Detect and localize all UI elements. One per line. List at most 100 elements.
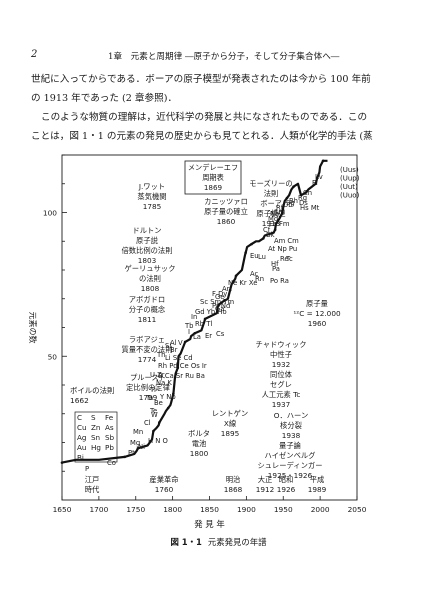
ancient-elements-box xyxy=(74,411,118,463)
body-line: 世紀に入ってからである．ボーアの原子模型が発表されたのは今から 100 年前 xyxy=(31,74,371,85)
x-axis-label: 発 見 年 xyxy=(194,519,224,529)
data-point xyxy=(315,176,319,180)
cannizzaro-annotation: 1860 xyxy=(217,217,236,226)
ancient-element-label: Cu xyxy=(77,423,87,432)
moseley-annotation: 原子模型 xyxy=(256,209,285,218)
body-line: の 1913 年であった (2 章参照)． xyxy=(31,93,178,104)
cannizzaro-annotation: カニッツァロ xyxy=(204,197,248,206)
moseley-annotation: 1913 xyxy=(262,219,281,228)
x-tick-label: 1700 xyxy=(89,505,108,514)
edo-era-label: 江戸 xyxy=(85,475,100,484)
avogadro-annotation: 1811 xyxy=(138,315,157,324)
element-symbol-label: Rg xyxy=(298,194,307,202)
industrial-revolution-annotation: 1760 xyxy=(155,485,174,494)
x-tick-label: 1750 xyxy=(126,505,145,514)
mendeleev-annotation: 1869 xyxy=(204,183,223,192)
element-symbol-label: Tb xyxy=(184,322,193,330)
element-symbol-label: I xyxy=(188,328,190,336)
element-symbol-label: Hs Mt xyxy=(300,204,320,212)
dalton-annotation: 原子説 xyxy=(136,236,158,245)
element-symbol-label: Th xyxy=(156,351,165,359)
quantum-annotation: 量子論 xyxy=(279,441,302,450)
ancient-element-label: Hg xyxy=(91,443,101,452)
quantum-annotation: シュレーディンガー xyxy=(257,461,322,470)
element-symbol-label: Sc Sm Tm xyxy=(200,298,234,306)
heisei-era-label: 1989 xyxy=(308,485,327,494)
element-symbol-label: Y Nb xyxy=(159,393,176,401)
ancient-element-label: Au xyxy=(77,443,86,452)
element-symbol-label: H N O xyxy=(148,437,168,445)
data-point xyxy=(193,331,197,335)
element-symbol-label: Ni xyxy=(138,443,145,451)
showa-era-label: 昭和 xyxy=(279,475,294,484)
element-symbol-label: Sg xyxy=(286,199,295,207)
watt-annotation: 1785 xyxy=(143,202,162,211)
meiji-era-label: 明治 xyxy=(226,475,241,484)
data-point xyxy=(304,191,308,194)
data-point xyxy=(60,461,64,464)
ancient-element-label: Sb xyxy=(105,433,115,442)
data-point xyxy=(123,455,126,459)
dalton-annotation: 1803 xyxy=(138,256,157,265)
element-symbol-label: Ds xyxy=(299,199,308,207)
ancient-element-label: Bi xyxy=(77,453,84,462)
running-head: 1章 元素と周期律 ―原子から分子，そして分子集合体へ― xyxy=(108,52,340,62)
proust-annotation: 定比例の定律 xyxy=(126,383,170,392)
proust-annotation: プルースト xyxy=(130,373,166,382)
unconfirmed-element-label: (Uup) xyxy=(340,175,360,183)
atomic-weight-annotation: 原子量 xyxy=(306,299,328,308)
ancient-element-label: Sn xyxy=(91,433,100,442)
element-symbol-label: Ga xyxy=(215,305,224,313)
data-point xyxy=(273,228,277,232)
moseley-annotation: 法則 xyxy=(264,189,279,198)
element-symbol-label: Cs xyxy=(216,330,225,338)
element-symbol-label: Te xyxy=(149,407,157,415)
data-point xyxy=(281,211,284,214)
element-symbol-label: No xyxy=(270,210,279,218)
atomic-weight-annotation: ¹²C = 12.000 xyxy=(293,309,341,318)
x-tick-label: 1950 xyxy=(274,505,293,514)
chadwick-annotation: 1932 xyxy=(272,360,291,369)
element-symbol-label: Ti xyxy=(149,386,156,394)
taisho-era-label: 1912 xyxy=(256,485,275,494)
data-point xyxy=(152,429,155,433)
element-symbol-label: Cn xyxy=(303,189,312,197)
ancient-element-label: S xyxy=(91,413,96,422)
chadwick-annotation: 同位体 xyxy=(270,370,293,379)
element-symbol-label: Ar xyxy=(222,285,230,293)
data-point xyxy=(176,366,180,370)
x-tick-label: 1900 xyxy=(237,505,256,514)
data-point xyxy=(172,392,175,395)
element-symbol-label: Mg xyxy=(130,439,140,447)
y-tick-label: 50 xyxy=(48,352,58,361)
lavoisier-annotation: 質量不変の法則 xyxy=(121,345,172,354)
chadwick-annotation: 中性子 xyxy=(270,350,292,359)
cannizzaro-annotation: 原子量の確立 xyxy=(204,207,248,216)
dalton-annotation: 倍数比例の法則 xyxy=(121,246,172,255)
chadwick-annotation: チャドウィック xyxy=(255,340,306,349)
element-symbol-label: U Zr xyxy=(150,371,165,379)
element-symbol-label: Rh Pd Ce Os Ir xyxy=(158,362,207,370)
roentgen-annotation: X線 xyxy=(224,419,237,428)
element-symbol-label: Am Cm xyxy=(274,237,299,245)
element-symbol-label: Al xyxy=(170,339,177,347)
element-symbol-label: Hf xyxy=(271,260,279,268)
data-point xyxy=(217,303,221,306)
element-symbol-label: Er xyxy=(205,332,212,340)
roentgen-annotation: 1895 xyxy=(221,429,240,438)
hahn-annotation: O．ハーン xyxy=(274,411,309,420)
moseley-annotation: ボーア xyxy=(260,199,282,208)
data-point xyxy=(285,196,289,200)
element-symbol-label: V xyxy=(178,339,183,347)
element-symbol-label: Re xyxy=(280,255,289,263)
unconfirmed-element-label: (Uus) xyxy=(340,166,359,174)
data-point xyxy=(292,185,295,188)
element-symbol-label: At Np Pu xyxy=(268,245,297,253)
data-point xyxy=(166,406,170,410)
proust-annotation: 1799 xyxy=(139,393,158,402)
lavoisier-annotation: 1774 xyxy=(138,355,157,364)
x-tick-label: 2050 xyxy=(348,505,367,514)
unconfirmed-element-label: (Uut) xyxy=(340,183,358,191)
x-tick-label: 1650 xyxy=(53,505,72,514)
